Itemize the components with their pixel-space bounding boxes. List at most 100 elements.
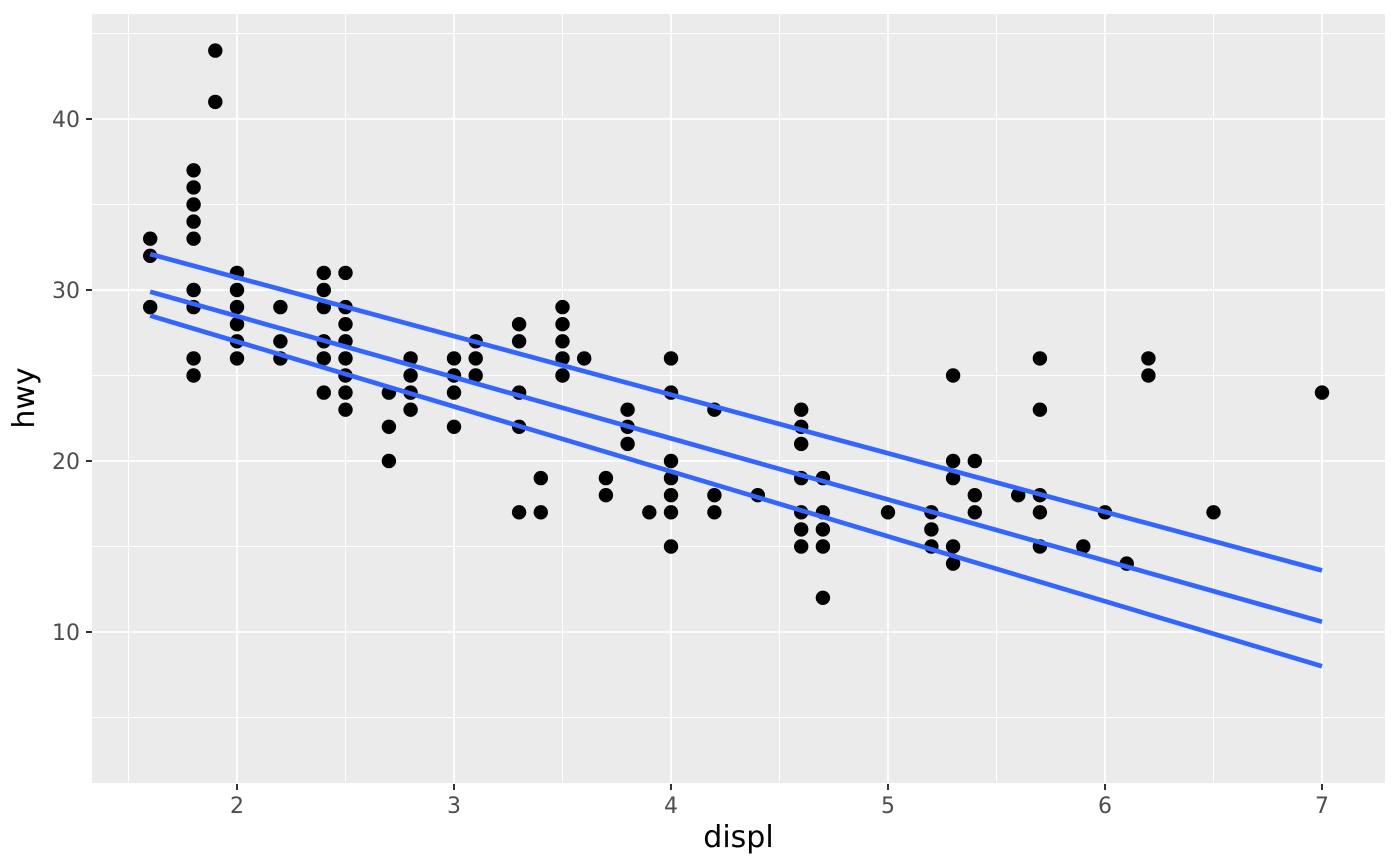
data-point — [945, 453, 961, 469]
data-point — [945, 470, 961, 486]
data-point — [229, 282, 245, 298]
data-point — [446, 419, 462, 434]
data-point — [533, 470, 548, 486]
data-point — [880, 505, 896, 520]
data-point — [663, 351, 679, 366]
data-point — [577, 351, 592, 366]
data-point — [186, 163, 201, 178]
data-point — [229, 299, 245, 315]
data-point — [815, 590, 831, 605]
axis-tick-labels: 2 3 4 5 6 7 10 20 30 40 — [52, 108, 1329, 819]
data-point — [208, 94, 223, 110]
data-point — [186, 214, 201, 229]
data-point — [403, 402, 418, 417]
data-point — [815, 522, 831, 537]
data-point — [815, 539, 831, 554]
data-point — [794, 436, 809, 452]
data-point — [620, 436, 635, 452]
data-point — [967, 488, 982, 503]
data-point — [316, 351, 331, 366]
x-tick-label: 5 — [881, 794, 895, 819]
data-point — [663, 488, 679, 503]
data-point — [1141, 368, 1156, 383]
data-point — [967, 453, 982, 469]
data-point — [229, 317, 245, 332]
data-point — [468, 368, 483, 383]
quantile-lines-layer — [149, 251, 1323, 669]
data-point — [642, 505, 657, 520]
data-point — [945, 368, 961, 383]
x-tick-label: 3 — [447, 794, 461, 819]
data-point — [794, 402, 809, 417]
data-point — [945, 539, 961, 554]
x-tick-label: 2 — [230, 794, 244, 819]
data-point — [1032, 351, 1048, 366]
x-tick-label: 7 — [1315, 794, 1329, 819]
data-point — [338, 351, 353, 366]
plot-panel-background — [92, 14, 1385, 783]
data-point — [555, 299, 570, 315]
data-point — [316, 282, 331, 298]
data-point — [1141, 351, 1156, 366]
data-point — [555, 317, 570, 332]
data-point — [338, 385, 353, 400]
data-point — [186, 231, 201, 246]
y-tick-label: 10 — [52, 621, 80, 646]
data-point — [1076, 539, 1091, 554]
data-point — [663, 453, 679, 469]
data-point — [446, 385, 462, 400]
x-tick-label: 6 — [1098, 794, 1112, 819]
data-point — [208, 43, 223, 58]
data-point — [598, 470, 614, 486]
x-axis-title: displ — [703, 820, 773, 855]
data-point — [273, 334, 288, 349]
data-point — [338, 402, 353, 417]
data-point — [316, 265, 331, 281]
data-point — [186, 368, 201, 383]
data-point — [967, 505, 982, 520]
axis-tick-marks — [86, 118, 1323, 790]
data-point — [186, 180, 201, 195]
data-point — [186, 351, 201, 366]
data-point — [663, 539, 679, 554]
data-point — [338, 317, 353, 332]
data-point — [707, 505, 722, 520]
data-point — [1206, 505, 1221, 520]
data-point — [598, 488, 614, 503]
data-point — [511, 334, 527, 349]
data-point — [794, 522, 809, 537]
y-tick-label: 30 — [52, 279, 80, 304]
data-point — [1032, 505, 1048, 520]
data-point — [511, 317, 527, 332]
data-point — [1032, 402, 1048, 417]
data-point — [620, 402, 635, 417]
minor-gridlines — [92, 14, 1385, 783]
upper-quantile-line — [149, 251, 1323, 573]
data-point — [403, 368, 418, 383]
data-point — [186, 197, 201, 212]
data-point — [316, 385, 331, 400]
data-point — [663, 505, 679, 520]
data-point — [143, 299, 158, 315]
y-tick-label: 20 — [52, 450, 80, 475]
data-point — [186, 282, 201, 298]
x-tick-label: 4 — [664, 794, 678, 819]
data-point — [511, 505, 527, 520]
y-axis-title: hwy — [7, 367, 42, 428]
data-point — [468, 351, 483, 366]
data-point — [533, 505, 548, 520]
lower-quantile-line — [149, 313, 1323, 669]
data-point — [794, 539, 809, 554]
data-point — [273, 299, 288, 315]
data-point — [446, 351, 462, 366]
median-quantile-line — [149, 289, 1323, 625]
data-point — [338, 265, 353, 281]
data-point — [924, 522, 939, 537]
data-point — [381, 419, 397, 434]
data-point — [381, 453, 397, 469]
data-point — [143, 231, 158, 246]
data-point — [945, 556, 961, 571]
data-point — [229, 351, 245, 366]
